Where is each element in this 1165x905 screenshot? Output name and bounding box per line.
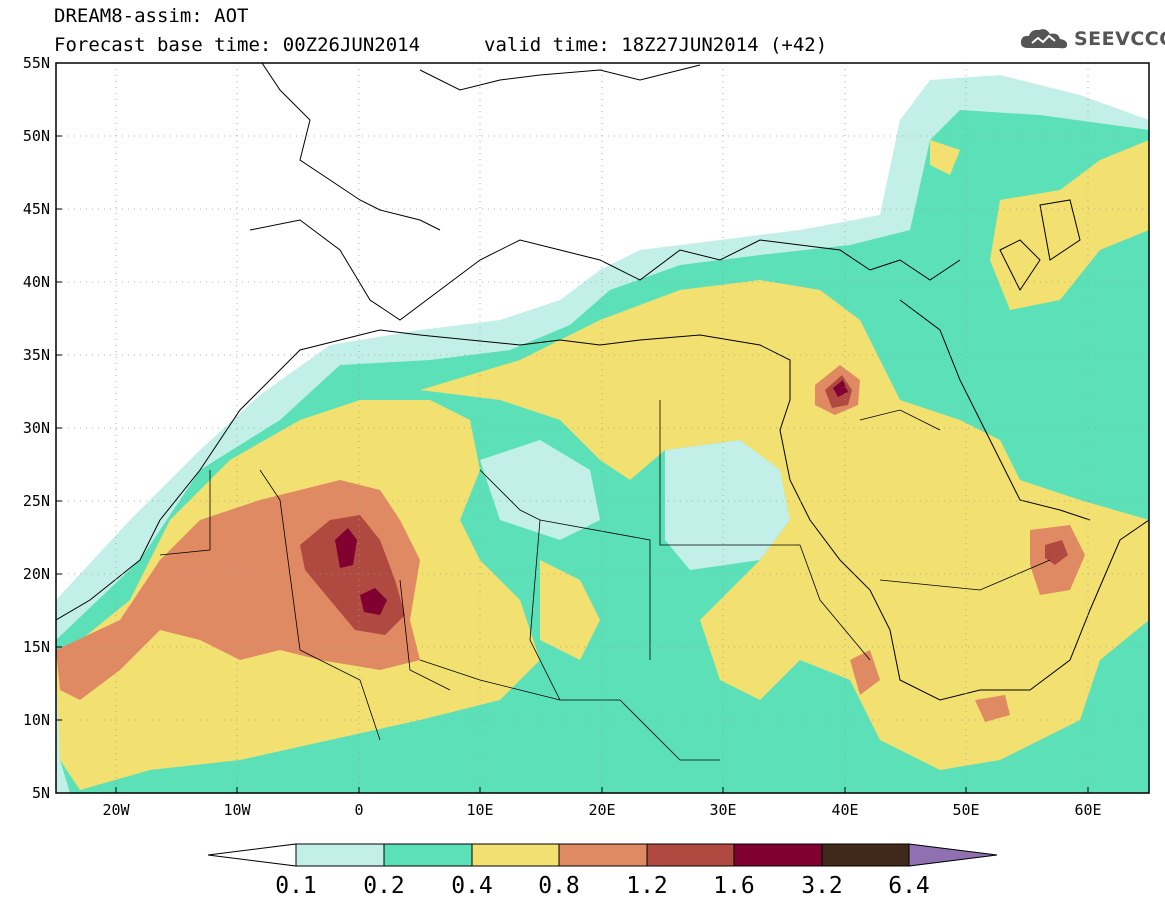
colorbar-swatch-1.6 <box>733 843 823 867</box>
colorbar-swatch-0.4 <box>471 843 560 867</box>
colorbar-label-0.8: 0.8 <box>538 873 580 899</box>
lon-label-10e: 10E <box>466 801 494 819</box>
colorbar-swatch-0.2 <box>383 843 473 867</box>
aot-contour-0.8-eritrea <box>850 650 880 695</box>
aot-contour-0.4-med <box>420 280 1149 770</box>
aot-contour-0.4-central <box>540 560 600 660</box>
aot-contour-1.6-a <box>335 528 357 568</box>
colorbar-arrow-high <box>908 843 998 867</box>
colorbar-swatch-0.8 <box>558 843 648 867</box>
colorbar-swatch-3.2 <box>821 843 910 867</box>
colorbar-label-0.2: 0.2 <box>363 873 405 899</box>
gridlines <box>56 63 1149 793</box>
valid-time: valid time: 18Z27JUN2014 (+42) <box>484 34 828 56</box>
coastlines <box>56 63 1149 701</box>
lat-label-35n: 35N <box>22 346 50 364</box>
lat-label-30n: 30N <box>22 419 50 437</box>
colorbar-label-0.1: 0.1 <box>275 873 317 899</box>
aot-contour-1.6-b <box>360 588 387 615</box>
colorbar-label-0.4: 0.4 <box>451 873 493 899</box>
lon-label-0: 0 <box>354 801 364 819</box>
lon-label-30e: 30E <box>709 801 737 819</box>
colorbar-arrow-low <box>207 843 297 867</box>
lat-label-20n: 20N <box>22 565 50 583</box>
aot-contour-1.6-c <box>833 380 848 397</box>
colorbar-label-1.6: 1.6 <box>713 873 755 899</box>
lon-label-40e: 40E <box>831 801 859 819</box>
colorbar-label-3.2: 3.2 <box>801 873 843 899</box>
lat-label-45n: 45N <box>22 200 50 218</box>
aot-patch-0.1-libya <box>480 440 600 540</box>
cloud-icon <box>1020 29 1068 49</box>
logo-text: SEEVCCC <box>1074 28 1165 50</box>
lon-label-60e: 60E <box>1074 801 1102 819</box>
lon-label-50e: 50E <box>952 801 980 819</box>
colorbar-swatch-0.1 <box>295 843 385 867</box>
colorbar-label-1.2: 1.2 <box>626 873 668 899</box>
lat-label-5n: 5N <box>31 784 50 802</box>
lon-label-10w: 10W <box>223 801 251 819</box>
colorbar-label-6.4: 6.4 <box>888 873 930 899</box>
aot-contour-1.2-arabia <box>1045 540 1068 565</box>
lat-label-15n: 15N <box>22 638 50 656</box>
seevccc-logo: SEEVCCC <box>1018 26 1165 52</box>
colorbar <box>207 843 998 867</box>
lat-label-40n: 40N <box>22 273 50 291</box>
lon-label-20e: 20E <box>588 801 616 819</box>
aot-patch-0.1-egypt <box>665 440 790 570</box>
lon-label-20w: 20W <box>102 801 130 819</box>
aot-contour-0.4-caspian <box>990 140 1149 310</box>
lat-label-25n: 25N <box>22 492 50 510</box>
lat-label-50n: 50N <box>22 127 50 145</box>
tick-marks <box>56 62 1089 794</box>
lat-label-10n: 10N <box>22 711 50 729</box>
forecast-base-time: Forecast base time: 00Z26JUN2014 <box>54 34 421 56</box>
country-borders <box>159 400 1051 761</box>
aot-field <box>56 63 1149 793</box>
lat-label-55n: 55N <box>22 54 50 72</box>
map-title: DREAM8-assim: AOT <box>54 5 249 27</box>
aot-contour-0.4-kaz <box>930 140 960 175</box>
aot-contour-0.8-somalia <box>975 695 1010 722</box>
colorbar-swatch-1.2 <box>646 843 735 867</box>
